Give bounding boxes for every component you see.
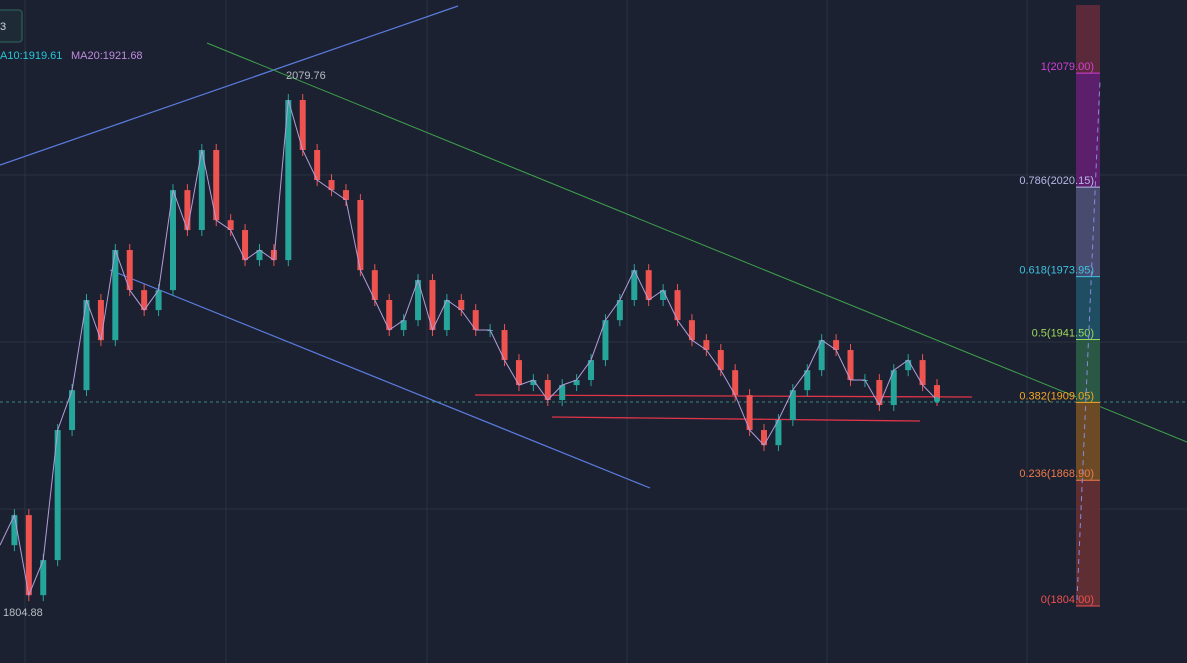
candle xyxy=(198,150,205,231)
candle xyxy=(761,430,768,446)
candle xyxy=(213,150,220,221)
candle xyxy=(876,380,883,406)
candle xyxy=(386,300,393,331)
candle xyxy=(299,100,306,151)
candle xyxy=(443,300,450,331)
candle xyxy=(789,390,796,420)
candle xyxy=(83,300,90,391)
candle xyxy=(631,270,638,301)
candle xyxy=(905,360,912,371)
candle xyxy=(112,250,119,341)
fib-band xyxy=(1076,339,1100,403)
button-label: 3 xyxy=(0,21,6,33)
candle xyxy=(155,290,162,311)
candle xyxy=(256,250,263,261)
candle xyxy=(616,300,623,321)
candle xyxy=(890,370,897,406)
candle xyxy=(11,515,18,546)
candle xyxy=(126,250,133,291)
candle xyxy=(25,515,32,596)
price-line xyxy=(0,99,938,597)
candle xyxy=(573,380,580,386)
fib-label: 0(1804.00) xyxy=(1041,594,1094,606)
trend-line xyxy=(206,42,1187,443)
button[interactable] xyxy=(0,9,23,43)
candle xyxy=(674,290,681,321)
trend-line xyxy=(0,5,459,166)
candle xyxy=(688,320,695,341)
candle xyxy=(833,340,840,351)
candle xyxy=(472,310,479,331)
candle xyxy=(501,330,508,361)
candle xyxy=(141,290,148,311)
candle xyxy=(342,190,349,201)
high-label: 2079.76 xyxy=(286,70,326,82)
candle xyxy=(40,560,47,596)
fib-band xyxy=(1076,73,1100,188)
support-line xyxy=(551,416,921,422)
candle xyxy=(515,360,522,386)
trend-line xyxy=(109,269,651,489)
candle xyxy=(371,270,378,301)
candle xyxy=(645,270,652,301)
fib-label: 0.236(1868.90) xyxy=(1019,468,1094,480)
candle xyxy=(559,385,566,401)
candle xyxy=(285,100,292,261)
candle xyxy=(934,385,940,401)
fib-band xyxy=(1076,402,1100,481)
candle xyxy=(818,340,825,371)
candle xyxy=(588,360,595,381)
fib-label: 0.618(1973.95) xyxy=(1019,265,1094,277)
fib-band-top xyxy=(1076,5,1100,73)
candle xyxy=(169,190,176,291)
candle xyxy=(328,180,335,191)
candle xyxy=(602,320,609,361)
fib-label: 0.786(2020.15) xyxy=(1019,175,1094,187)
candle xyxy=(703,340,710,351)
candle xyxy=(429,280,436,331)
fib-label: 0.5(1941.50) xyxy=(1032,327,1094,339)
candle xyxy=(54,430,61,561)
candle xyxy=(227,220,234,231)
last-price-dot xyxy=(934,397,940,404)
candle xyxy=(847,350,854,381)
candle xyxy=(544,380,551,401)
fib-label: 0.382(1909.05) xyxy=(1019,390,1094,402)
candle xyxy=(660,290,667,301)
candle xyxy=(184,190,191,231)
candle xyxy=(415,280,422,321)
candle xyxy=(357,200,364,271)
candle xyxy=(919,360,926,386)
candle xyxy=(717,350,724,371)
candle xyxy=(775,419,782,446)
candle xyxy=(530,380,537,386)
candle xyxy=(458,300,465,311)
fib-diagonal xyxy=(1076,79,1101,601)
fib-label: 1(2079.00) xyxy=(1041,61,1094,73)
fib-band xyxy=(1076,276,1100,340)
ma20-label: MA20:1921.68 xyxy=(71,50,143,62)
candle xyxy=(746,395,753,431)
candle xyxy=(242,230,249,261)
fib: 1(2079.00) 0.786(2020.15) 0.618(1973.95) 0.… xyxy=(1019,61,1100,607)
ma10-label: A10:1919.61 xyxy=(0,50,62,62)
candle xyxy=(400,320,407,331)
candle xyxy=(732,370,739,396)
candles xyxy=(0,94,940,602)
support-line xyxy=(474,394,973,398)
candle xyxy=(314,150,321,181)
fib-band xyxy=(1076,187,1100,277)
candle xyxy=(97,300,104,341)
candle xyxy=(69,390,76,431)
candle xyxy=(804,370,811,391)
low-label: 1804.88 xyxy=(3,607,43,619)
